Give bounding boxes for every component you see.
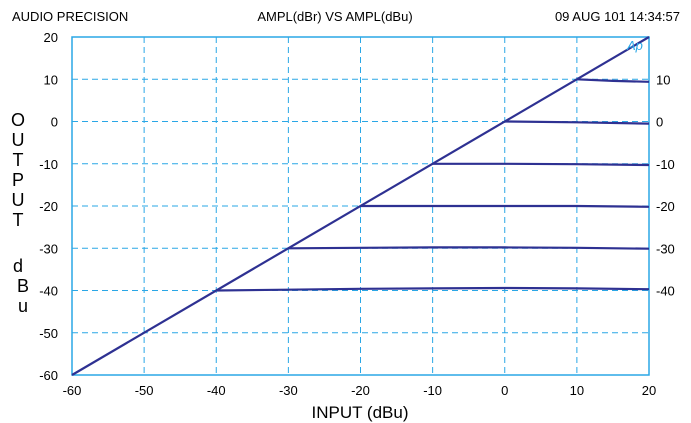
y-tick-label-left: -10 bbox=[39, 157, 58, 172]
header-left: AUDIO PRECISION bbox=[12, 9, 128, 24]
y-tick-label-right: -20 bbox=[656, 199, 675, 214]
y-tick-label-left: -40 bbox=[39, 284, 58, 299]
y-tick-label-left: -60 bbox=[39, 368, 58, 383]
header-center: AMPL(dBr) VS AMPL(dBu) bbox=[257, 9, 412, 24]
x-tick-label: -10 bbox=[423, 383, 442, 398]
y-tick-label-right: -30 bbox=[656, 241, 675, 256]
x-tick-label: 0 bbox=[501, 383, 508, 398]
series-line-4 bbox=[432, 162, 650, 167]
ap-logo: Ap bbox=[626, 38, 643, 53]
y-tick-label-right: -10 bbox=[656, 157, 675, 172]
header-right: 09 AUG 101 14:34:57 bbox=[555, 9, 680, 24]
series-line-3 bbox=[360, 204, 650, 208]
series-line-2 bbox=[288, 246, 650, 250]
y-tick-label-left: 0 bbox=[51, 115, 58, 130]
y-tick-label-right: 0 bbox=[656, 115, 663, 130]
y-axis-title-letter: O bbox=[11, 110, 25, 130]
y-axis-title-letter: u bbox=[18, 296, 28, 316]
series-layer bbox=[71, 36, 650, 376]
y-axis-title-letter: T bbox=[13, 210, 24, 230]
x-tick-labels: -60 -50 -40 -30 -20 -10 0 10 20 bbox=[63, 383, 657, 398]
series-line-1 bbox=[216, 286, 650, 292]
x-tick-label: -20 bbox=[351, 383, 370, 398]
x-tick-label: -30 bbox=[279, 383, 298, 398]
x-tick-label: 20 bbox=[642, 383, 656, 398]
y-tick-label-left: 10 bbox=[44, 72, 58, 87]
y-tick-label-left: -20 bbox=[39, 199, 58, 214]
y-axis-title-letter: P bbox=[12, 170, 24, 190]
y-tick-labels-right: 10 0 -10 -20 -30 -40 bbox=[656, 72, 675, 298]
y-tick-label-left: -50 bbox=[39, 326, 58, 341]
series-line-5 bbox=[504, 120, 650, 125]
y-axis-title-letter: d bbox=[13, 256, 23, 276]
y-tick-label-right: -40 bbox=[656, 284, 675, 299]
y-axis-title-letter: T bbox=[13, 150, 24, 170]
y-tick-label-right: 10 bbox=[656, 72, 670, 87]
y-axis-title-letter: U bbox=[12, 130, 25, 150]
series-line-6 bbox=[576, 78, 650, 83]
x-tick-label: -50 bbox=[135, 383, 154, 398]
y-tick-label-left: 20 bbox=[44, 30, 58, 45]
y-tick-label-left: -30 bbox=[39, 241, 58, 256]
y-axis-title-letter: B bbox=[17, 276, 29, 296]
x-tick-label: -40 bbox=[207, 383, 226, 398]
x-tick-label: 10 bbox=[570, 383, 584, 398]
x-axis-title: INPUT (dBu) bbox=[312, 403, 409, 422]
y-tick-labels-left: 20 10 0 -10 -20 -30 -40 -50 -60 bbox=[39, 30, 58, 383]
x-tick-label: -60 bbox=[63, 383, 82, 398]
y-axis-title-letter: U bbox=[12, 190, 25, 210]
